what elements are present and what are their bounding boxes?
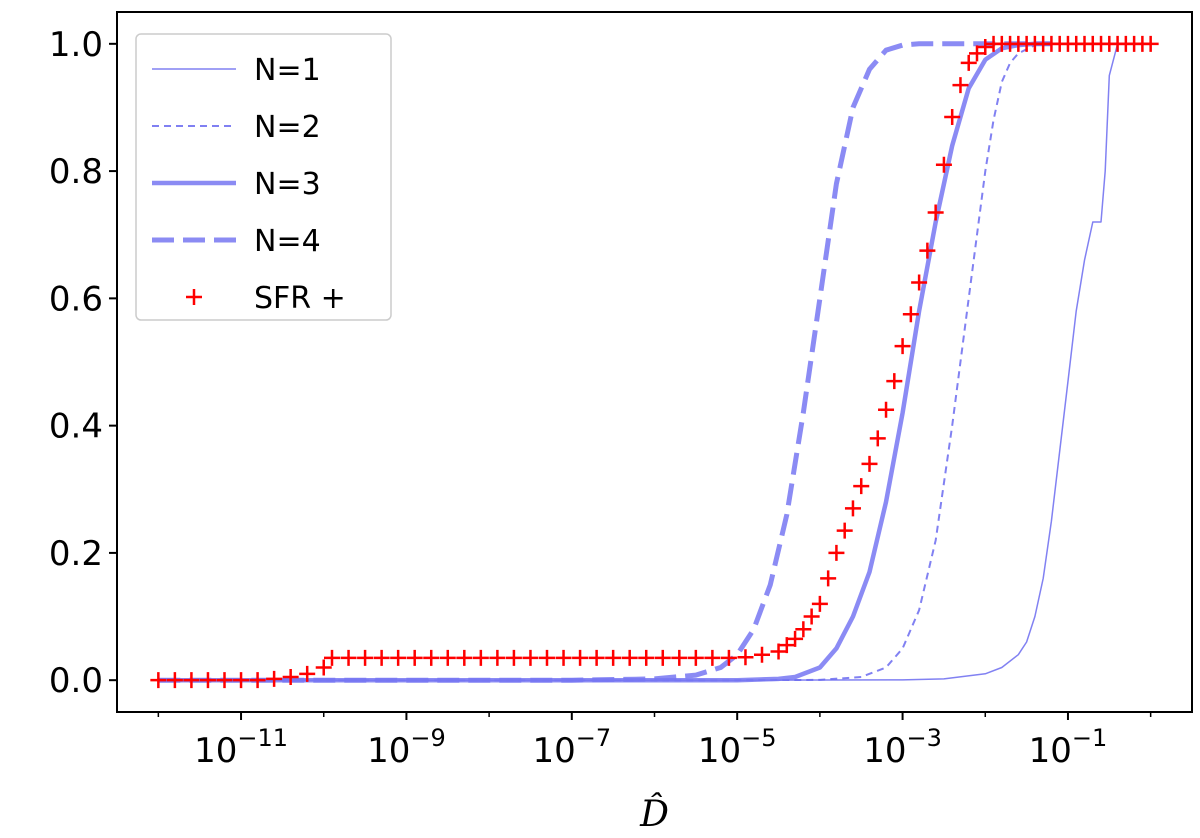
sfr-marker: [778, 637, 795, 654]
series-sfr: [150, 35, 1159, 689]
sfr-marker: [299, 665, 316, 682]
sfr-marker: [150, 672, 167, 689]
sfr-marker: [390, 649, 407, 666]
x-tick-label: 10−9: [367, 724, 446, 771]
sfr-marker: [836, 522, 853, 539]
sfr-marker: [935, 156, 952, 173]
x-axis-label: D̂: [639, 792, 669, 835]
y-tick-label: 0.2: [49, 534, 103, 574]
series-n-1-line: [158, 43, 1126, 681]
sfr-marker: [605, 649, 622, 666]
sfr-marker: [183, 672, 200, 689]
sfr-marker: [373, 649, 390, 666]
plot-area: [150, 35, 1159, 689]
sfr-marker: [944, 109, 961, 125]
sfr-marker: [282, 669, 299, 685]
axis-ticks: 0.0 0.2 0.4 0.6 0.8 1.0 10−11 10−9 10−7 10−5 10−3 1…: [49, 25, 1152, 771]
sfr-marker: [977, 39, 994, 55]
y-tick-label: 0.6: [49, 279, 103, 319]
sfr-marker: [654, 649, 671, 666]
sfr-marker: [960, 54, 977, 71]
sfr-marker: [539, 649, 555, 666]
series-n-4-line: [158, 41, 1052, 683]
x-tick-label: 10−3: [863, 724, 942, 771]
x-tick-label: 10−11: [194, 724, 288, 771]
legend: N=1 N=2 N=3 N=4 SFR +: [135, 33, 392, 321]
sfr-marker: [324, 649, 340, 666]
sfr-marker: [787, 630, 804, 647]
sfr-marker: [687, 649, 704, 666]
sfr-marker: [927, 204, 944, 221]
sfr-marker: [340, 649, 357, 666]
sfr-marker: [489, 649, 506, 666]
sfr-marker: [952, 77, 969, 94]
sfr-marker: [704, 649, 721, 666]
sfr-marker: [216, 672, 233, 689]
legend-swatch: [186, 289, 202, 305]
y-tick-label: 1.0: [49, 25, 103, 65]
sfr-marker: [869, 430, 886, 447]
sfr-marker: [820, 570, 837, 587]
sfr-marker: [249, 672, 266, 689]
sfr-marker: [911, 274, 928, 291]
sfr-marker: [919, 242, 936, 259]
sfr-marker: [472, 649, 489, 666]
sfr-marker: [423, 649, 440, 666]
y-tick-label: 0.8: [49, 152, 103, 192]
sfr-marker: [572, 649, 589, 666]
legend-label: N=1: [254, 53, 321, 88]
sfr-marker: [199, 672, 216, 689]
legend-box: [135, 33, 392, 321]
sfr-marker: [406, 649, 423, 666]
y-tick-label: 0.0: [49, 661, 103, 701]
sfr-marker: [456, 649, 473, 666]
x-tick-label: 10−5: [698, 724, 777, 771]
sfr-marker: [853, 478, 870, 495]
sfr-marker: [357, 649, 374, 666]
sfr-marker: [886, 373, 903, 390]
sfr-marker: [844, 500, 861, 517]
legend-label: N=3: [254, 167, 321, 202]
sfr-marker: [902, 306, 919, 323]
sfr-marker: [315, 659, 332, 676]
sfr-marker: [266, 670, 283, 687]
sfr-marker: [754, 646, 770, 663]
sfr-marker: [803, 608, 820, 625]
sfr-marker: [505, 649, 522, 666]
sfr-marker: [720, 649, 737, 666]
sfr-marker: [1142, 35, 1159, 52]
sfr-marker: [588, 649, 605, 666]
sfr-marker: [638, 649, 655, 666]
sfr-marker: [861, 455, 878, 472]
legend-label: N=4: [254, 224, 321, 259]
sfr-marker: [969, 45, 985, 62]
sfr-marker: [828, 544, 845, 561]
sfr-marker: [770, 643, 787, 660]
y-tick-label: 0.4: [49, 407, 103, 447]
sfr-marker: [795, 621, 812, 638]
sfr-marker: [737, 649, 754, 666]
sfr-marker: [555, 649, 572, 666]
sfr-marker: [878, 401, 895, 418]
sfr-marker: [811, 595, 828, 612]
sfr-marker: [439, 649, 456, 666]
legend-label: SFR +: [254, 281, 346, 316]
sfr-marker: [894, 338, 911, 355]
x-tick-label: 10−1: [1029, 724, 1108, 771]
sfr-marker: [522, 649, 539, 666]
sfr-marker: [233, 672, 250, 689]
legend-label: N=2: [254, 110, 321, 145]
sfr-marker: [671, 649, 688, 666]
sfr-marker: [166, 672, 183, 689]
x-tick-label: 10−7: [532, 724, 611, 771]
sfr-marker: [621, 649, 638, 666]
